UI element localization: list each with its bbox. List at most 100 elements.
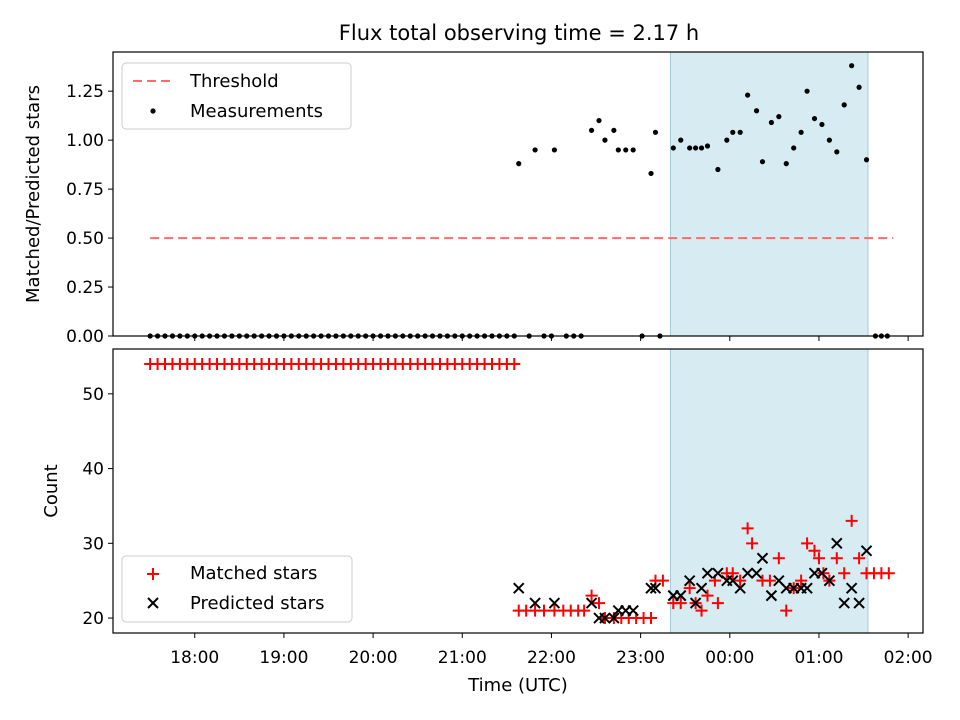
top-highlight-band [669, 51, 869, 337]
measurement-point [776, 114, 782, 120]
x-axis-label: Time (UTC) [467, 675, 568, 696]
y-tick-label: 1.25 [66, 82, 104, 102]
x-tick-label: 22:00 [527, 648, 576, 668]
measurement-point [834, 149, 840, 155]
measurement-point [596, 117, 602, 124]
matched-star-marker [645, 612, 658, 625]
legend-predicted-label: Predicted stars [190, 593, 324, 614]
measurement-point [768, 119, 775, 126]
legend-matched-label: Matched stars [190, 563, 317, 584]
legend-measurements-label: Measurements [190, 101, 323, 122]
measurement-point [698, 145, 705, 151]
measurement-point [715, 166, 721, 173]
measurement-point [670, 145, 676, 151]
predicted-star-marker [585, 597, 598, 609]
predicted-star-marker [860, 545, 873, 557]
matched-star-marker [674, 597, 687, 610]
predicted-star-marker [701, 567, 714, 579]
x-tick-label: 01:00 [794, 648, 843, 668]
legend-predicted-swatch [147, 597, 159, 609]
measurement-point [745, 92, 751, 98]
y-tick-label: 0.75 [66, 180, 104, 200]
measurement-point [849, 63, 855, 69]
bottom-y-axis: 20 30 40 50 [82, 385, 113, 629]
predicted-star-marker [548, 597, 561, 609]
y-tick-label: 20 [82, 609, 104, 629]
measurement-point [551, 147, 558, 153]
x-tick-label: 20:00 [349, 648, 398, 668]
predicted-star-marker [741, 567, 754, 579]
top-legend-box [121, 62, 352, 130]
matched-star-marker [701, 589, 714, 602]
x-tick-label: 23:00 [616, 648, 665, 668]
predicted-stars-series [513, 537, 873, 624]
predicted-star-marker [627, 604, 639, 617]
predicted-star-marker [695, 582, 708, 594]
matched-star-marker [726, 567, 739, 580]
predicted-star-marker [750, 567, 763, 579]
bottom-legend-box [121, 555, 353, 623]
bottom-x-axis: 18:00 19:00 20:00 21:00 22:00 23:00 00:00 01:00… [170, 633, 933, 668]
predicted-star-marker [712, 567, 724, 579]
measurement-point [826, 137, 832, 143]
measurement-point [737, 129, 743, 135]
matched-star-marker [763, 574, 776, 587]
matched-star-marker [734, 574, 747, 587]
matched-star-marker [741, 522, 754, 535]
matched-star-marker [830, 552, 843, 565]
x-tick-label: 02:00 [884, 648, 933, 668]
measurement-point [652, 129, 659, 135]
y-tick-label: 1.00 [66, 131, 104, 151]
y-tick-label: 0.00 [66, 327, 104, 347]
predicted-star-marker [649, 582, 662, 594]
measurement-point [678, 137, 684, 143]
predicted-star-marker [838, 597, 850, 609]
predicted-star-marker [608, 612, 620, 624]
predicted-star-marker [675, 589, 687, 602]
predicted-star-marker [765, 589, 778, 602]
predicted-star-marker [645, 582, 657, 594]
top-panel: 0.00 0.25 0.50 0.75 1.00 1.25 Matched/Predict… [23, 51, 924, 347]
predicted-star-marker [845, 582, 858, 594]
measurement-point [783, 161, 789, 167]
y-tick-label: 50 [82, 385, 104, 405]
measurement-point [687, 145, 693, 151]
matched-star-marker [838, 567, 851, 580]
measurement-point [798, 129, 804, 135]
chart-title: Flux total observing time = 2.17 h [339, 21, 699, 45]
bottom-legend: Matched stars Predicted stars [121, 555, 353, 623]
matched-star-marker [711, 597, 724, 610]
bottom-plot-frame [112, 348, 924, 634]
predicted-star-marker [853, 597, 865, 609]
x-tick-label: 00:00 [705, 648, 754, 668]
predicted-star-marker [801, 582, 813, 594]
measurement-point [532, 147, 538, 153]
measurement-point [863, 157, 870, 163]
legend-matched-swatch [147, 568, 159, 580]
measurement-point [753, 108, 760, 114]
measurement-point [693, 145, 699, 151]
bottom-y-axis-label: Count [41, 464, 62, 517]
matched-star-marker [817, 567, 830, 580]
matched-star-marker [812, 552, 825, 565]
x-tick-label: 18:00 [170, 648, 219, 668]
measurement-point [724, 137, 730, 143]
legend-threshold-label: Threshold [189, 71, 279, 92]
predicted-star-marker [599, 612, 611, 624]
top-legend: Threshold Measurements [121, 62, 352, 130]
top-y-axis-label: Matched/Predicted stars [23, 85, 44, 303]
predicted-star-marker [823, 574, 836, 587]
x-tick-label: 21:00 [438, 648, 487, 668]
matched-star-marker [593, 597, 605, 610]
predicted-star-marker [689, 597, 702, 609]
predicted-star-marker [683, 574, 696, 587]
matched-star-marker [746, 537, 759, 550]
measurement-point [623, 147, 629, 153]
matched-star-marker [882, 567, 895, 580]
measurement-point [615, 147, 621, 153]
y-tick-label: 30 [82, 534, 104, 554]
y-tick-label: 0.50 [66, 229, 104, 249]
measurement-point [841, 102, 847, 108]
measurement-point [602, 137, 608, 143]
